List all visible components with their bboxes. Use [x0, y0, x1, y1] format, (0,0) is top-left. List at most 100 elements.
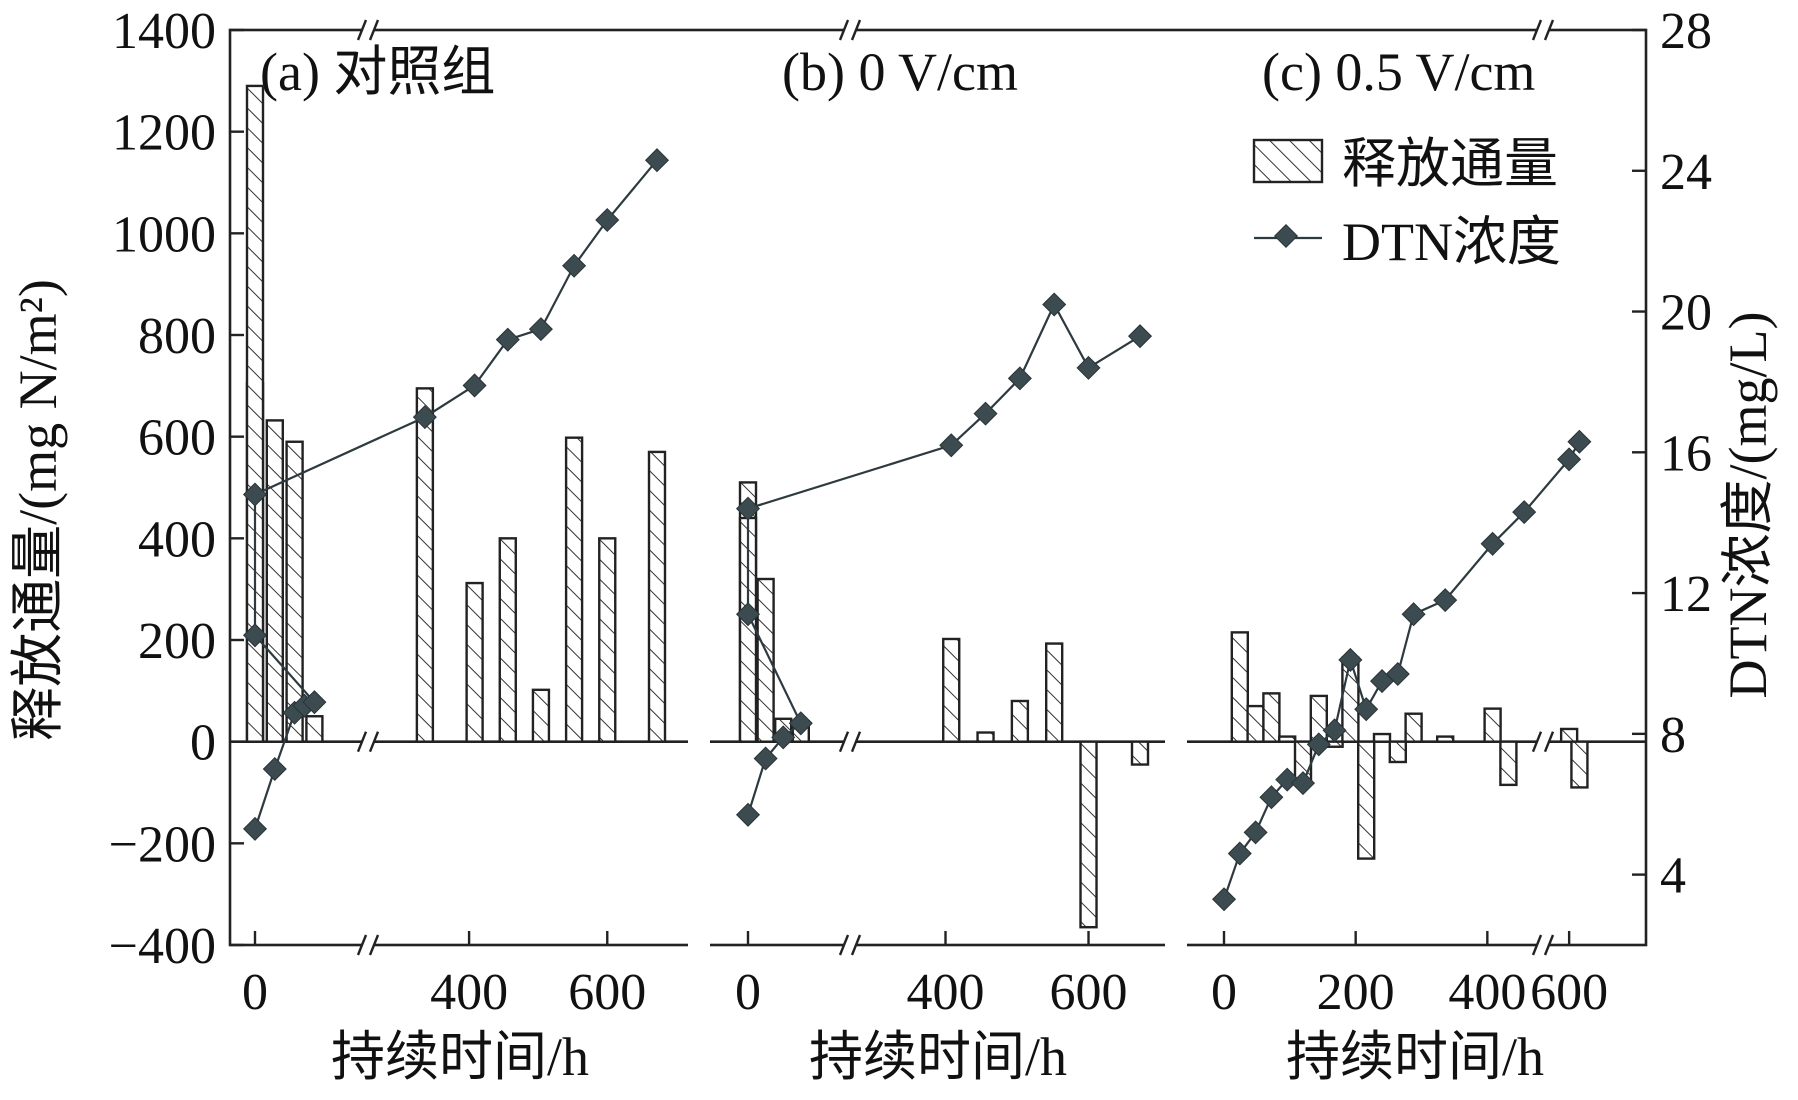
dtn-point	[1042, 292, 1067, 317]
flux-bar	[1356, 740, 1376, 860]
dtn-point	[939, 433, 964, 458]
dtn-point	[562, 253, 587, 278]
axis-break-bottom-a	[838, 934, 850, 956]
flux-bar	[1404, 712, 1423, 743]
left-tick-label: 1000	[112, 206, 216, 263]
left-tick-label: 800	[138, 308, 216, 365]
axis-break-top-a	[1531, 19, 1543, 41]
flux-bar	[598, 537, 617, 743]
dtn-point	[1259, 785, 1284, 810]
left-tick-label: 0	[190, 715, 216, 772]
x-axis-title: 持续时间/h	[1286, 1027, 1544, 1087]
dtn-point	[753, 746, 778, 771]
x-tick-label: 600	[568, 964, 646, 1021]
flux-bar	[647, 450, 667, 743]
flux-bar	[265, 419, 284, 743]
flux-bar	[942, 637, 961, 743]
panel-title: (c) 0.5 V/cm	[1262, 42, 1535, 102]
axis-break-zero-a	[1531, 731, 1543, 753]
dtn-point	[595, 207, 620, 233]
axis-break-bottom-a	[1531, 934, 1543, 956]
dtn-point	[302, 690, 327, 715]
flux-bar	[1570, 740, 1589, 789]
left-tick-label: 1200	[112, 105, 216, 162]
flux-bar	[1277, 735, 1297, 743]
right-tick-label: 12	[1660, 566, 1712, 623]
panel-gap-bottom	[1165, 942, 1187, 950]
legend-marker-swatch	[1273, 223, 1299, 249]
dtn-point	[1567, 429, 1592, 454]
axis-break-bottom-a	[356, 934, 368, 956]
axis-break-zero-b	[368, 731, 380, 753]
legend: 释放通量 DTN浓度	[1252, 134, 1561, 272]
flux-bar	[285, 440, 304, 743]
right-tick-label: 20	[1660, 285, 1712, 342]
axis-break-bottom-gap	[1537, 939, 1549, 951]
x-axis-title: 持续时间/h	[809, 1027, 1067, 1087]
flux-bar	[1130, 740, 1150, 766]
x-tick-label: 400	[430, 964, 508, 1021]
dtn-point	[462, 373, 487, 398]
panel-1: (b) 0 V/cm 0 400 600 持续时间/h	[735, 42, 1153, 1087]
flux-bar	[1435, 735, 1455, 743]
flux-bar	[1262, 692, 1281, 743]
flux-bar	[245, 84, 265, 743]
axis-break-zero-gap	[844, 735, 856, 748]
legend-label-flux: 释放通量	[1342, 134, 1558, 194]
dtn-point	[1227, 841, 1252, 866]
axis-break-top-gap	[362, 24, 374, 36]
dtn-point	[1212, 887, 1237, 912]
axis-break-zero-b	[1543, 731, 1555, 753]
dtn-point	[735, 602, 761, 627]
axis-break-zero-a	[356, 731, 368, 753]
x-tick-label: 200	[1317, 964, 1395, 1021]
right-tick-label: 24	[1660, 144, 1712, 201]
axis-break-bottom-gap	[362, 939, 374, 951]
dtn-point	[1076, 355, 1101, 380]
flux-bar	[1079, 740, 1098, 929]
right-tick-label: 8	[1660, 707, 1686, 764]
dtn-point	[528, 317, 553, 342]
right-tick-label: 28	[1660, 3, 1712, 60]
dtn-point	[1007, 366, 1032, 391]
plot-border	[228, 28, 1648, 947]
panel-gap-bottom	[688, 942, 710, 950]
axis-break-top-a	[838, 19, 850, 41]
dtn-point	[242, 482, 267, 507]
dtn-point	[1354, 697, 1379, 722]
legend-label-dtn: DTN浓度	[1342, 212, 1561, 272]
panel-title: (b) 0 V/cm	[782, 42, 1018, 102]
dtn-point	[1127, 324, 1153, 349]
dtn-point	[1322, 718, 1347, 743]
dtn-point	[735, 496, 761, 521]
axis-break-top-b	[368, 19, 380, 41]
x-tick-label: 600	[1530, 964, 1608, 1021]
x-tick-label: 0	[242, 964, 268, 1021]
x-tick-label: 400	[1448, 964, 1526, 1021]
dtn-point	[771, 725, 796, 750]
flux-bar	[1230, 631, 1250, 743]
flux-bar	[305, 715, 324, 743]
left-tick-label: 600	[138, 410, 216, 467]
dtn-point	[1275, 767, 1300, 792]
axis-break-zero-gap	[1537, 735, 1549, 748]
dtn-point	[1557, 447, 1582, 472]
dtn-point	[644, 148, 670, 173]
flux-bar	[1010, 699, 1030, 743]
axis-break-bottom-gap	[844, 939, 856, 951]
axis-break-bottom-b	[368, 934, 380, 956]
dtn-point	[1243, 820, 1268, 845]
right-tick-label: 4	[1660, 848, 1686, 905]
axis-break-top-gap	[844, 24, 856, 36]
axis-break-top-gap	[1537, 24, 1549, 36]
dtn-point	[495, 327, 520, 352]
x-axis-title: 持续时间/h	[331, 1027, 589, 1087]
axis-break-zero-gap	[362, 735, 374, 748]
axis-break-bottom-b	[1543, 934, 1555, 956]
flux-bar	[1483, 707, 1502, 743]
flux-bar	[415, 387, 435, 743]
dtn-point	[788, 711, 813, 736]
dtn-point	[1290, 771, 1316, 796]
